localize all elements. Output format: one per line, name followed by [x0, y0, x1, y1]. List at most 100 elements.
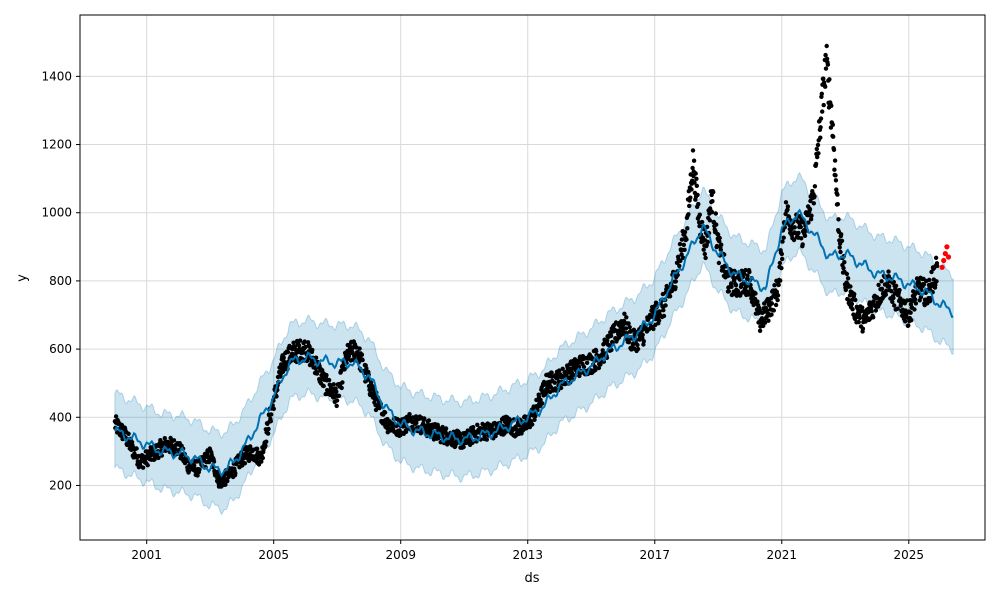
observed-point: [773, 302, 779, 308]
observed-point: [690, 165, 695, 171]
observed-point: [747, 269, 752, 275]
observed-point: [799, 236, 804, 241]
observed-point: [860, 326, 866, 331]
x-tick-label: 2021: [766, 548, 797, 562]
y-tick-label: 400: [49, 410, 72, 424]
observed-point: [651, 326, 656, 332]
observed-point: [825, 62, 831, 67]
observed-point: [340, 380, 345, 385]
observed-point: [414, 420, 419, 426]
observed-point: [895, 306, 900, 311]
uncertainty-interval: [114, 171, 954, 516]
observed-point: [933, 255, 939, 260]
observed-point: [538, 397, 543, 403]
observed-point: [254, 446, 260, 451]
observed-point: [271, 406, 276, 411]
forecast-point: [944, 244, 950, 250]
observed-point: [933, 282, 938, 288]
observed-point: [831, 134, 836, 139]
observed-point: [626, 340, 632, 345]
observed-point: [879, 286, 885, 291]
y-tick-label: 800: [49, 274, 72, 288]
observed-point: [297, 346, 302, 352]
observed-point: [223, 482, 228, 487]
observed-point: [225, 478, 230, 484]
observed-point: [808, 217, 814, 222]
observed-point: [783, 200, 789, 205]
observed-point: [422, 416, 427, 421]
observed-point: [711, 189, 716, 195]
observed-point: [623, 326, 629, 331]
observed-point: [755, 299, 760, 304]
observed-point: [331, 382, 336, 387]
observed-point: [692, 180, 697, 185]
observed-point: [876, 282, 881, 288]
observed-point: [827, 77, 832, 82]
observed-point: [360, 357, 365, 363]
observed-point: [686, 212, 691, 217]
observed-point: [607, 343, 612, 348]
observed-point: [762, 320, 768, 325]
x-tick-label: 2009: [385, 548, 416, 562]
observed-point: [440, 424, 445, 430]
observed-point: [741, 271, 747, 276]
observed-point: [892, 303, 897, 308]
observed-point: [934, 279, 939, 284]
observed-point: [705, 239, 710, 245]
observed-point: [357, 346, 362, 351]
observed-point: [268, 419, 273, 424]
observed-point: [685, 226, 690, 231]
observed-point: [702, 251, 707, 257]
observed-point: [815, 154, 820, 160]
observed-point: [134, 446, 139, 451]
observed-point: [549, 370, 554, 375]
observed-point: [819, 91, 824, 97]
observed-point: [687, 203, 692, 209]
observed-point: [792, 225, 797, 230]
observed-point: [635, 342, 640, 348]
observed-point: [909, 318, 914, 323]
observed-point: [673, 279, 678, 284]
observed-point: [673, 285, 678, 290]
observed-point: [832, 158, 838, 163]
y-tick-label: 1000: [41, 206, 72, 220]
observed-point: [781, 235, 786, 240]
observed-point: [929, 269, 934, 275]
observed-point: [693, 171, 698, 176]
observed-point: [833, 173, 838, 178]
observed-point: [889, 289, 894, 294]
observed-point: [334, 403, 339, 409]
observed-point: [816, 151, 821, 156]
observed-point: [838, 249, 843, 255]
observed-point: [771, 308, 776, 313]
x-tick-label: 2025: [894, 548, 925, 562]
y-tick-label: 600: [49, 342, 72, 356]
observed-point: [233, 471, 238, 476]
observed-point: [815, 142, 821, 148]
observed-point: [757, 328, 763, 333]
observed-point: [824, 43, 829, 49]
observed-point: [713, 211, 718, 216]
observed-point: [779, 251, 784, 257]
forecast-point: [942, 251, 948, 257]
observed-point: [719, 242, 724, 247]
y-tick-label: 1400: [41, 69, 72, 83]
observed-point: [339, 385, 344, 391]
observed-point: [426, 418, 432, 423]
observed-point: [661, 313, 667, 319]
observed-point: [197, 467, 202, 472]
observed-point: [775, 297, 780, 303]
observed-point: [334, 398, 340, 403]
observed-point: [291, 340, 296, 345]
observed-point: [856, 319, 861, 325]
observed-point: [680, 255, 686, 260]
observed-point: [714, 243, 720, 249]
observed-point: [593, 367, 598, 373]
observed-point: [679, 237, 685, 242]
observed-point: [624, 315, 629, 320]
observed-point: [126, 431, 131, 436]
observed-point: [818, 135, 823, 140]
observed-point: [871, 315, 876, 320]
observed-point: [841, 265, 846, 271]
observed-point: [350, 349, 355, 355]
